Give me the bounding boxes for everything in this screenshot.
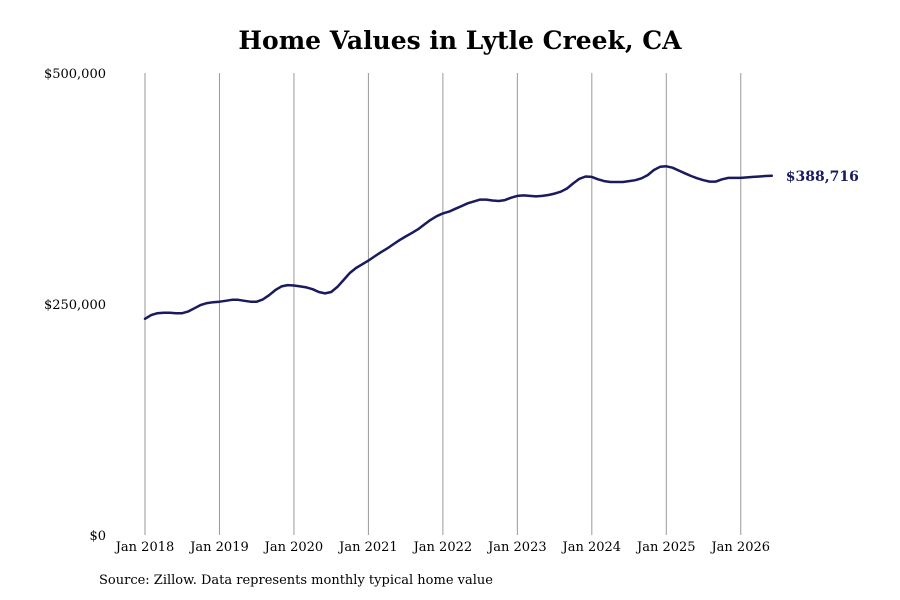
chart-title: Home Values in Lytle Creek, CA bbox=[238, 26, 682, 55]
y-tick-label: $0 bbox=[89, 529, 106, 544]
x-tick-label: Jan 2021 bbox=[337, 540, 398, 555]
x-tick-label: Jan 2019 bbox=[188, 540, 249, 555]
source-note: Source: Zillow. Data represents monthly … bbox=[99, 573, 493, 588]
series-line bbox=[143, 165, 774, 321]
y-tick-label: $500,000 bbox=[44, 67, 106, 82]
y-tick-label: $250,000 bbox=[44, 298, 106, 313]
x-tick-label: Jan 2018 bbox=[114, 540, 175, 555]
x-tick-label: Jan 2024 bbox=[561, 540, 622, 555]
end-value-label: $388,716 bbox=[786, 169, 859, 185]
x-tick-label: Jan 2025 bbox=[635, 540, 696, 555]
x-tick-label: Jan 2023 bbox=[486, 540, 547, 555]
x-tick-label: Jan 2020 bbox=[263, 540, 324, 555]
x-tick-label: Jan 2022 bbox=[412, 540, 473, 555]
x-tick-label: Jan 2026 bbox=[709, 540, 770, 555]
